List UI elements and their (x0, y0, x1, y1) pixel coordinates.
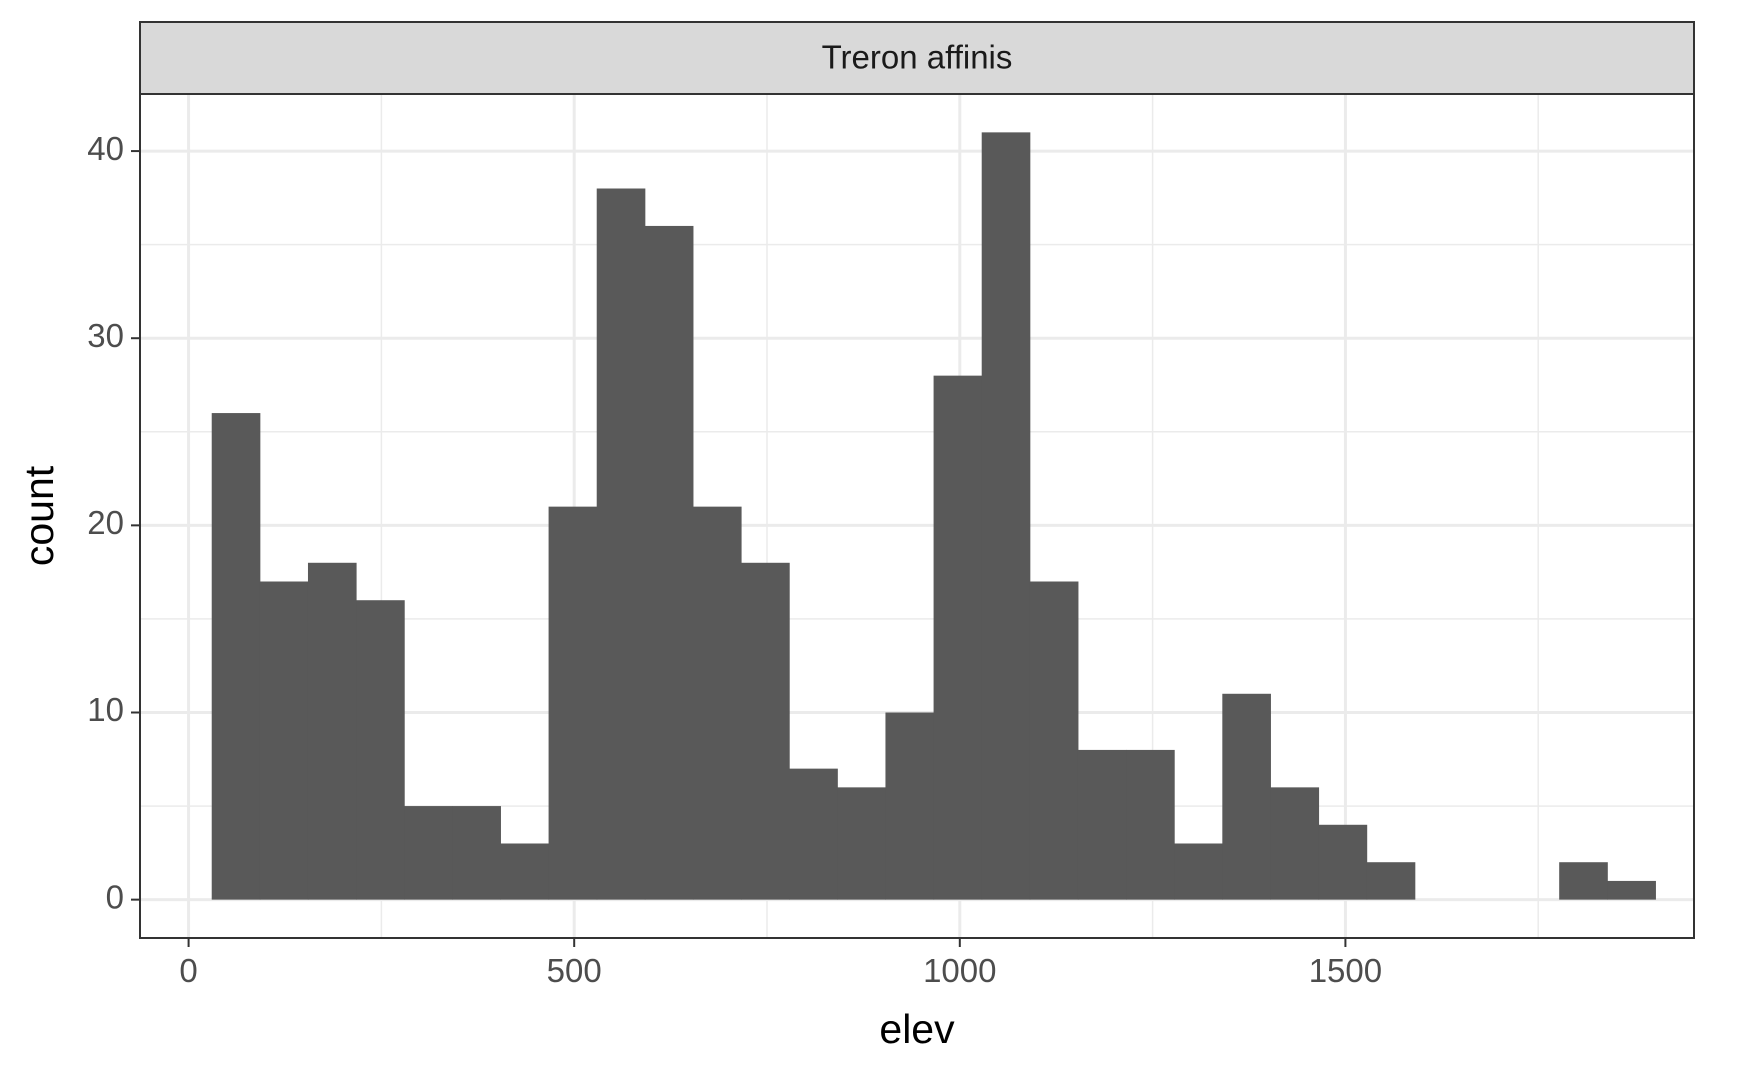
histogram-bar (1077, 749, 1127, 900)
histogram-bar (356, 600, 405, 900)
histogram-bar (500, 843, 550, 900)
histogram-bar (1126, 749, 1175, 900)
histogram-bar (1029, 581, 1079, 900)
histogram-bar (1174, 843, 1223, 900)
histogram-bar (1318, 824, 1368, 900)
x-axis-title: elev (879, 1006, 955, 1052)
x-axis-ticks: 0 500 1000 1500 (179, 938, 1382, 989)
histogram-bar (1222, 693, 1271, 900)
histogram-bar (259, 581, 309, 900)
histogram-bar (741, 562, 790, 900)
x-tick-label: 1000 (923, 952, 996, 989)
y-tick-label: 20 (87, 504, 124, 541)
facet-strip: Treron affinis (139, 21, 1695, 95)
histogram-bar (789, 768, 838, 900)
histogram-bar (1366, 862, 1416, 900)
y-tick-label: 30 (87, 317, 124, 354)
x-tick-label: 1500 (1309, 952, 1382, 989)
histogram-bar (548, 506, 598, 900)
histogram-bar (885, 712, 935, 900)
histogram-bar (837, 787, 886, 900)
histogram-bar (644, 225, 694, 900)
histogram-bar (1559, 862, 1608, 900)
y-tick-label: 10 (87, 691, 124, 728)
histogram-bars (211, 132, 1656, 900)
y-tick-label: 0 (106, 878, 124, 915)
histogram-bar (981, 132, 1031, 900)
x-tick-label: 500 (547, 952, 602, 989)
y-tick-label: 40 (87, 130, 124, 167)
y-axis-ticks: 0 10 20 30 40 (87, 130, 140, 915)
histogram-bar (1270, 787, 1320, 900)
y-axis-title: count (16, 465, 62, 566)
histogram-bar (933, 375, 983, 900)
histogram-bar (692, 506, 742, 900)
histogram-bar (307, 562, 357, 900)
histogram-bar (404, 806, 453, 900)
histogram-bar (211, 413, 261, 900)
histogram-bar (1607, 880, 1656, 900)
histogram-bar (596, 188, 646, 900)
facet-strip-background (139, 21, 1695, 95)
x-tick-label: 0 (179, 952, 197, 989)
facet-strip-label: Treron affinis (822, 39, 1013, 76)
histogram-bar (452, 806, 501, 900)
